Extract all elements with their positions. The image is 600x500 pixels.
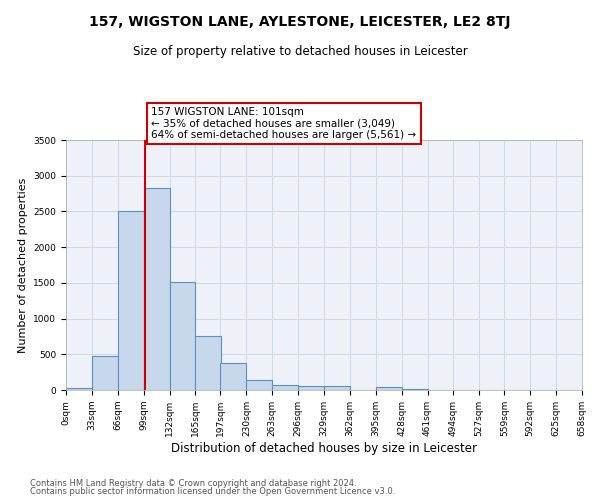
Bar — [298, 386, 324, 390]
Bar — [247, 380, 272, 390]
Bar — [196, 336, 221, 390]
Bar — [143, 188, 170, 390]
X-axis label: Distribution of detached houses by size in Leicester: Distribution of detached houses by size … — [171, 442, 477, 454]
Text: 157 WIGSTON LANE: 101sqm
← 35% of detached houses are smaller (3,049)
64% of sem: 157 WIGSTON LANE: 101sqm ← 35% of detach… — [151, 107, 416, 140]
Bar — [324, 386, 350, 390]
Text: Size of property relative to detached houses in Leicester: Size of property relative to detached ho… — [133, 45, 467, 58]
Text: Contains public sector information licensed under the Open Government Licence v3: Contains public sector information licen… — [30, 487, 395, 496]
Bar — [376, 387, 401, 390]
Text: 157, WIGSTON LANE, AYLESTONE, LEICESTER, LE2 8TJ: 157, WIGSTON LANE, AYLESTONE, LEICESTER,… — [89, 15, 511, 29]
Bar — [401, 388, 428, 390]
Text: Contains HM Land Registry data © Crown copyright and database right 2024.: Contains HM Land Registry data © Crown c… — [30, 478, 356, 488]
Bar — [66, 388, 92, 390]
Bar — [170, 282, 196, 390]
Bar — [272, 384, 298, 390]
Y-axis label: Number of detached properties: Number of detached properties — [18, 178, 28, 352]
Bar — [118, 212, 143, 390]
Bar — [92, 356, 118, 390]
Bar — [220, 362, 247, 390]
